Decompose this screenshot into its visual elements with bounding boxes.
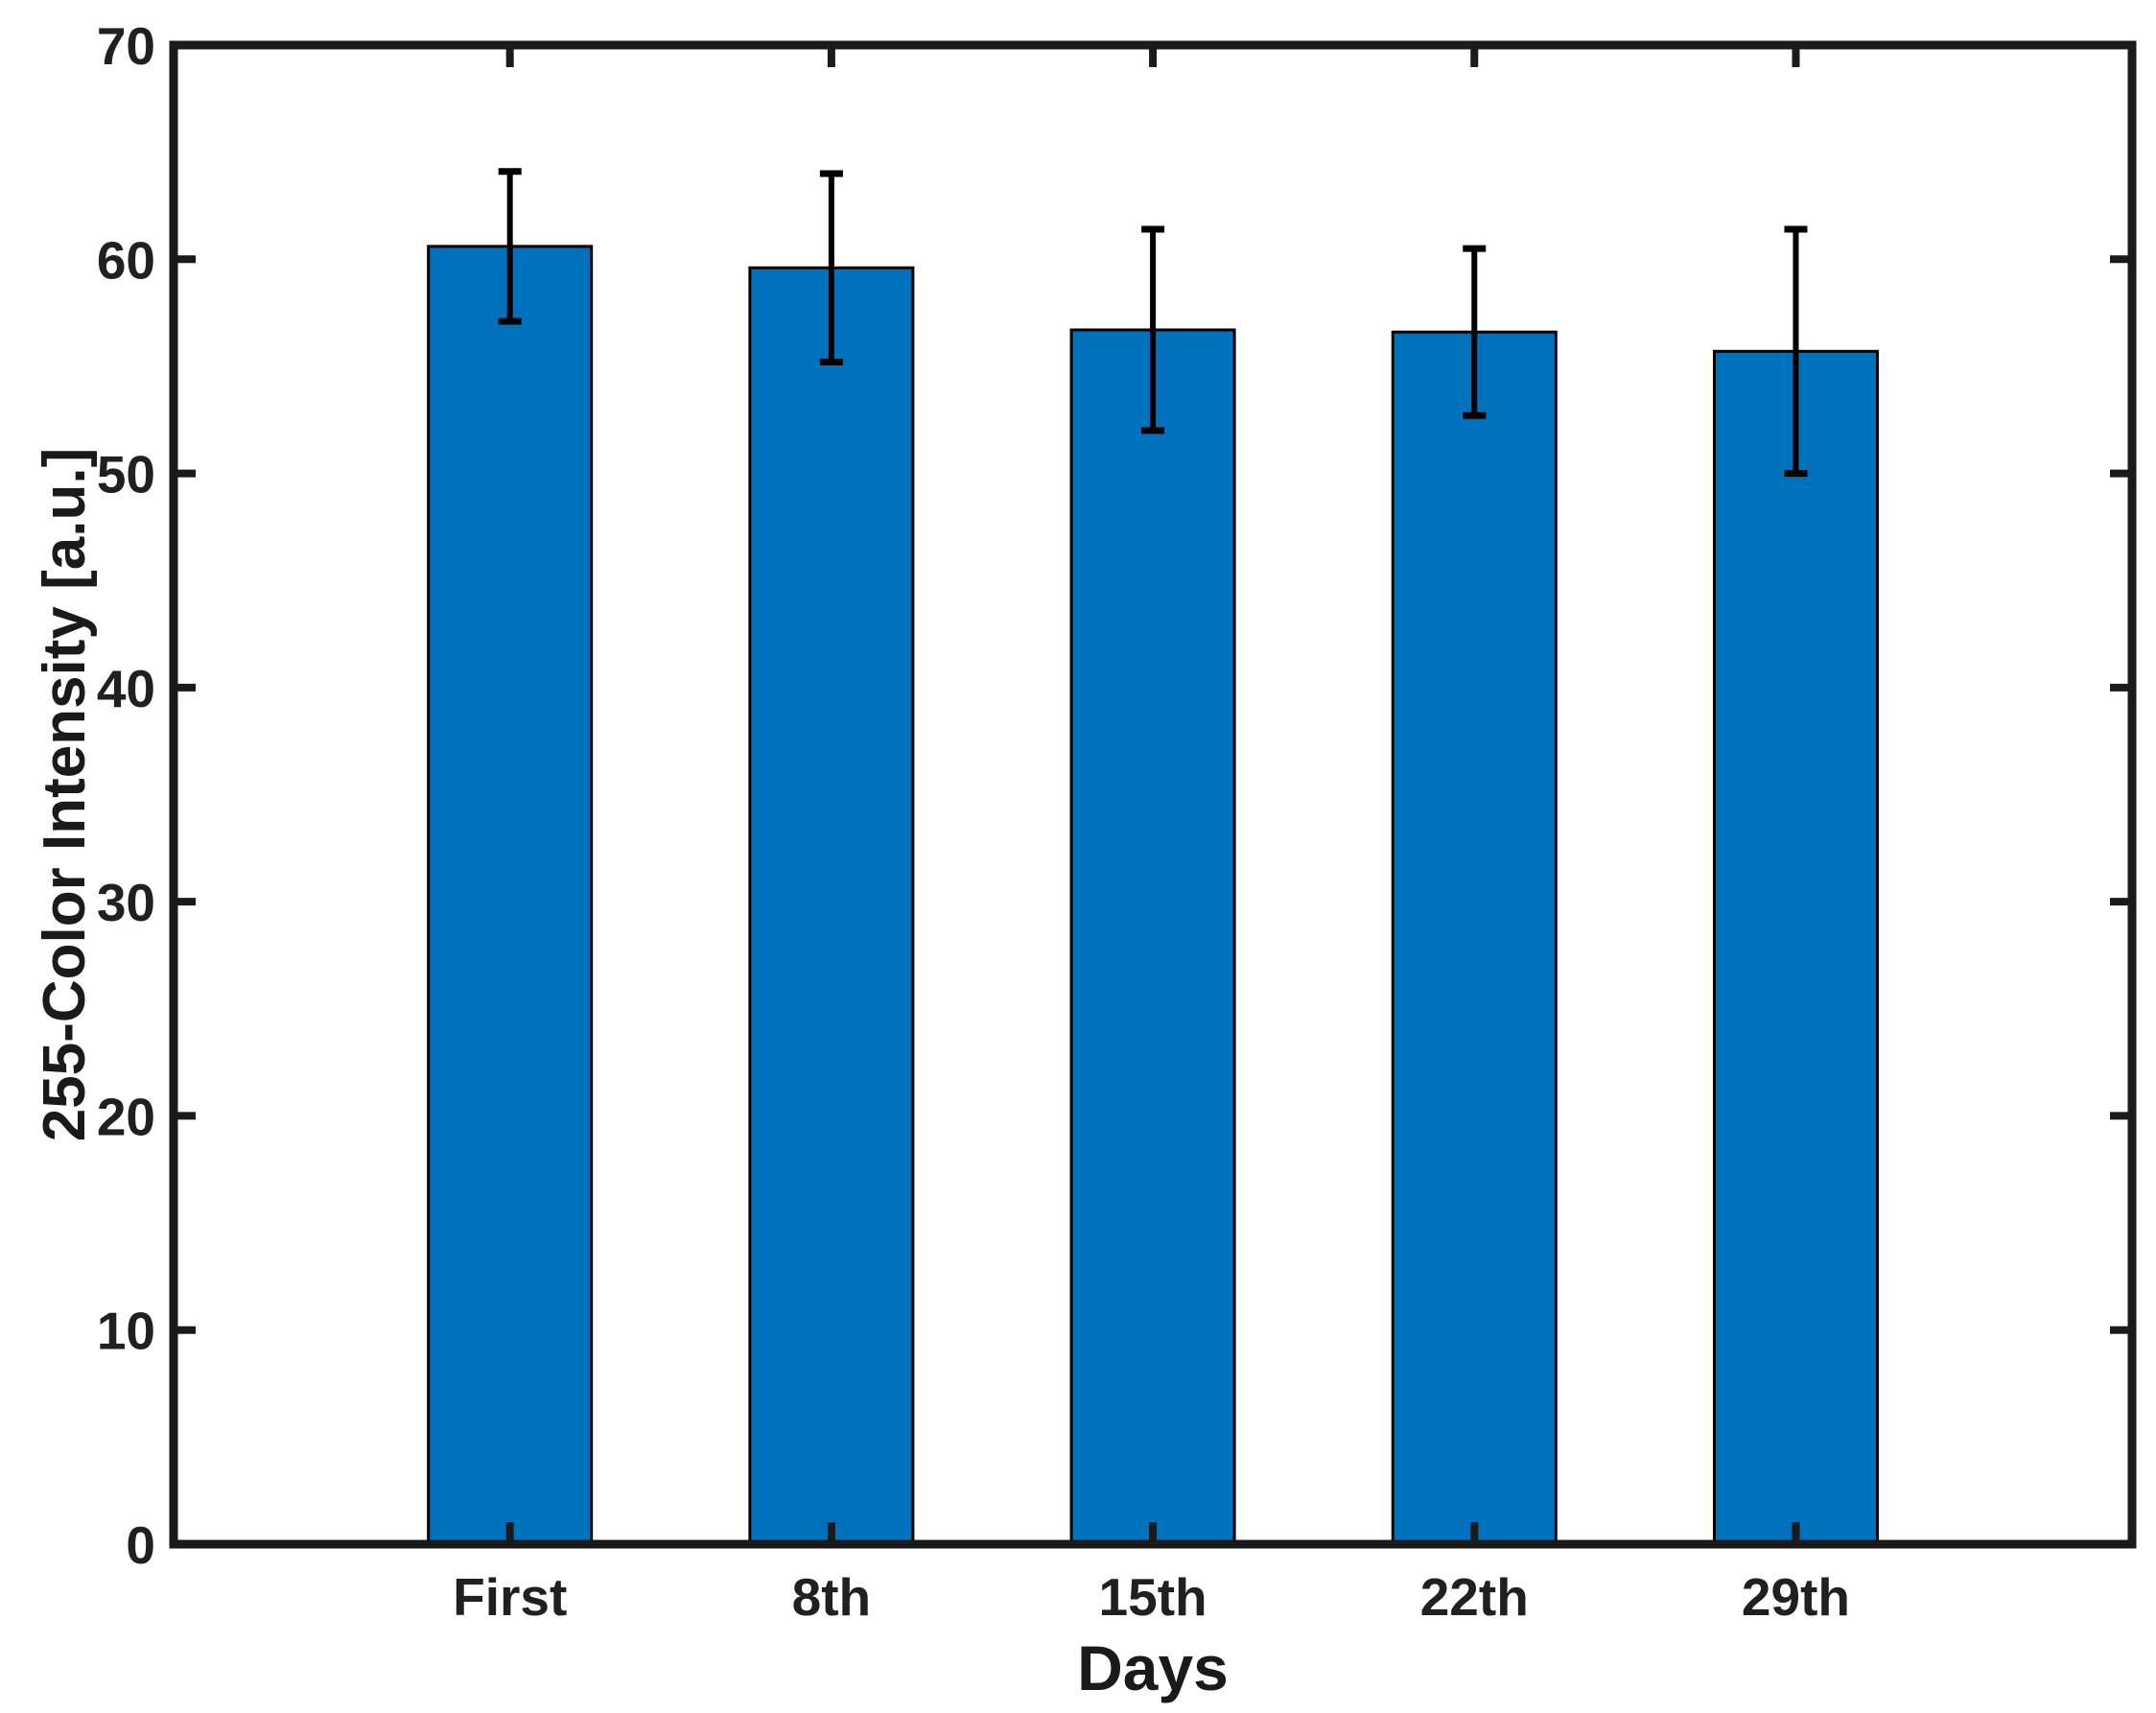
y-tick-label: 60: [97, 230, 155, 290]
x-tick-label: 29th: [1742, 1567, 1850, 1627]
x-tick-label: 8th: [792, 1567, 872, 1627]
y-tick-label: 20: [97, 1087, 155, 1146]
x-tick-label: 15th: [1099, 1567, 1207, 1627]
y-tick-label: 10: [97, 1302, 155, 1361]
plot-area: 0 10 20 30 40 50 60 70 First 8th 15th 22th 29th: [97, 16, 2137, 1627]
bar: [427, 245, 594, 1546]
y-tick-label: 50: [97, 445, 155, 505]
x-axis-title: Days: [1077, 1632, 1229, 1703]
bar: [1391, 330, 1558, 1546]
bar: [748, 266, 915, 1546]
bar: [1712, 349, 1879, 1546]
y-tick-label: 30: [97, 873, 155, 932]
y-axis-title: 255-Color Intensity [a.u.]: [32, 448, 98, 1141]
y-tick-label: 40: [97, 659, 155, 718]
x-tick-label: 22th: [1420, 1567, 1529, 1627]
bar: [1069, 328, 1236, 1546]
y-tick-label: 70: [97, 16, 155, 76]
axis-box: [169, 40, 2137, 1549]
x-tick-label: First: [453, 1567, 567, 1627]
y-tick-label: 0: [126, 1515, 155, 1575]
